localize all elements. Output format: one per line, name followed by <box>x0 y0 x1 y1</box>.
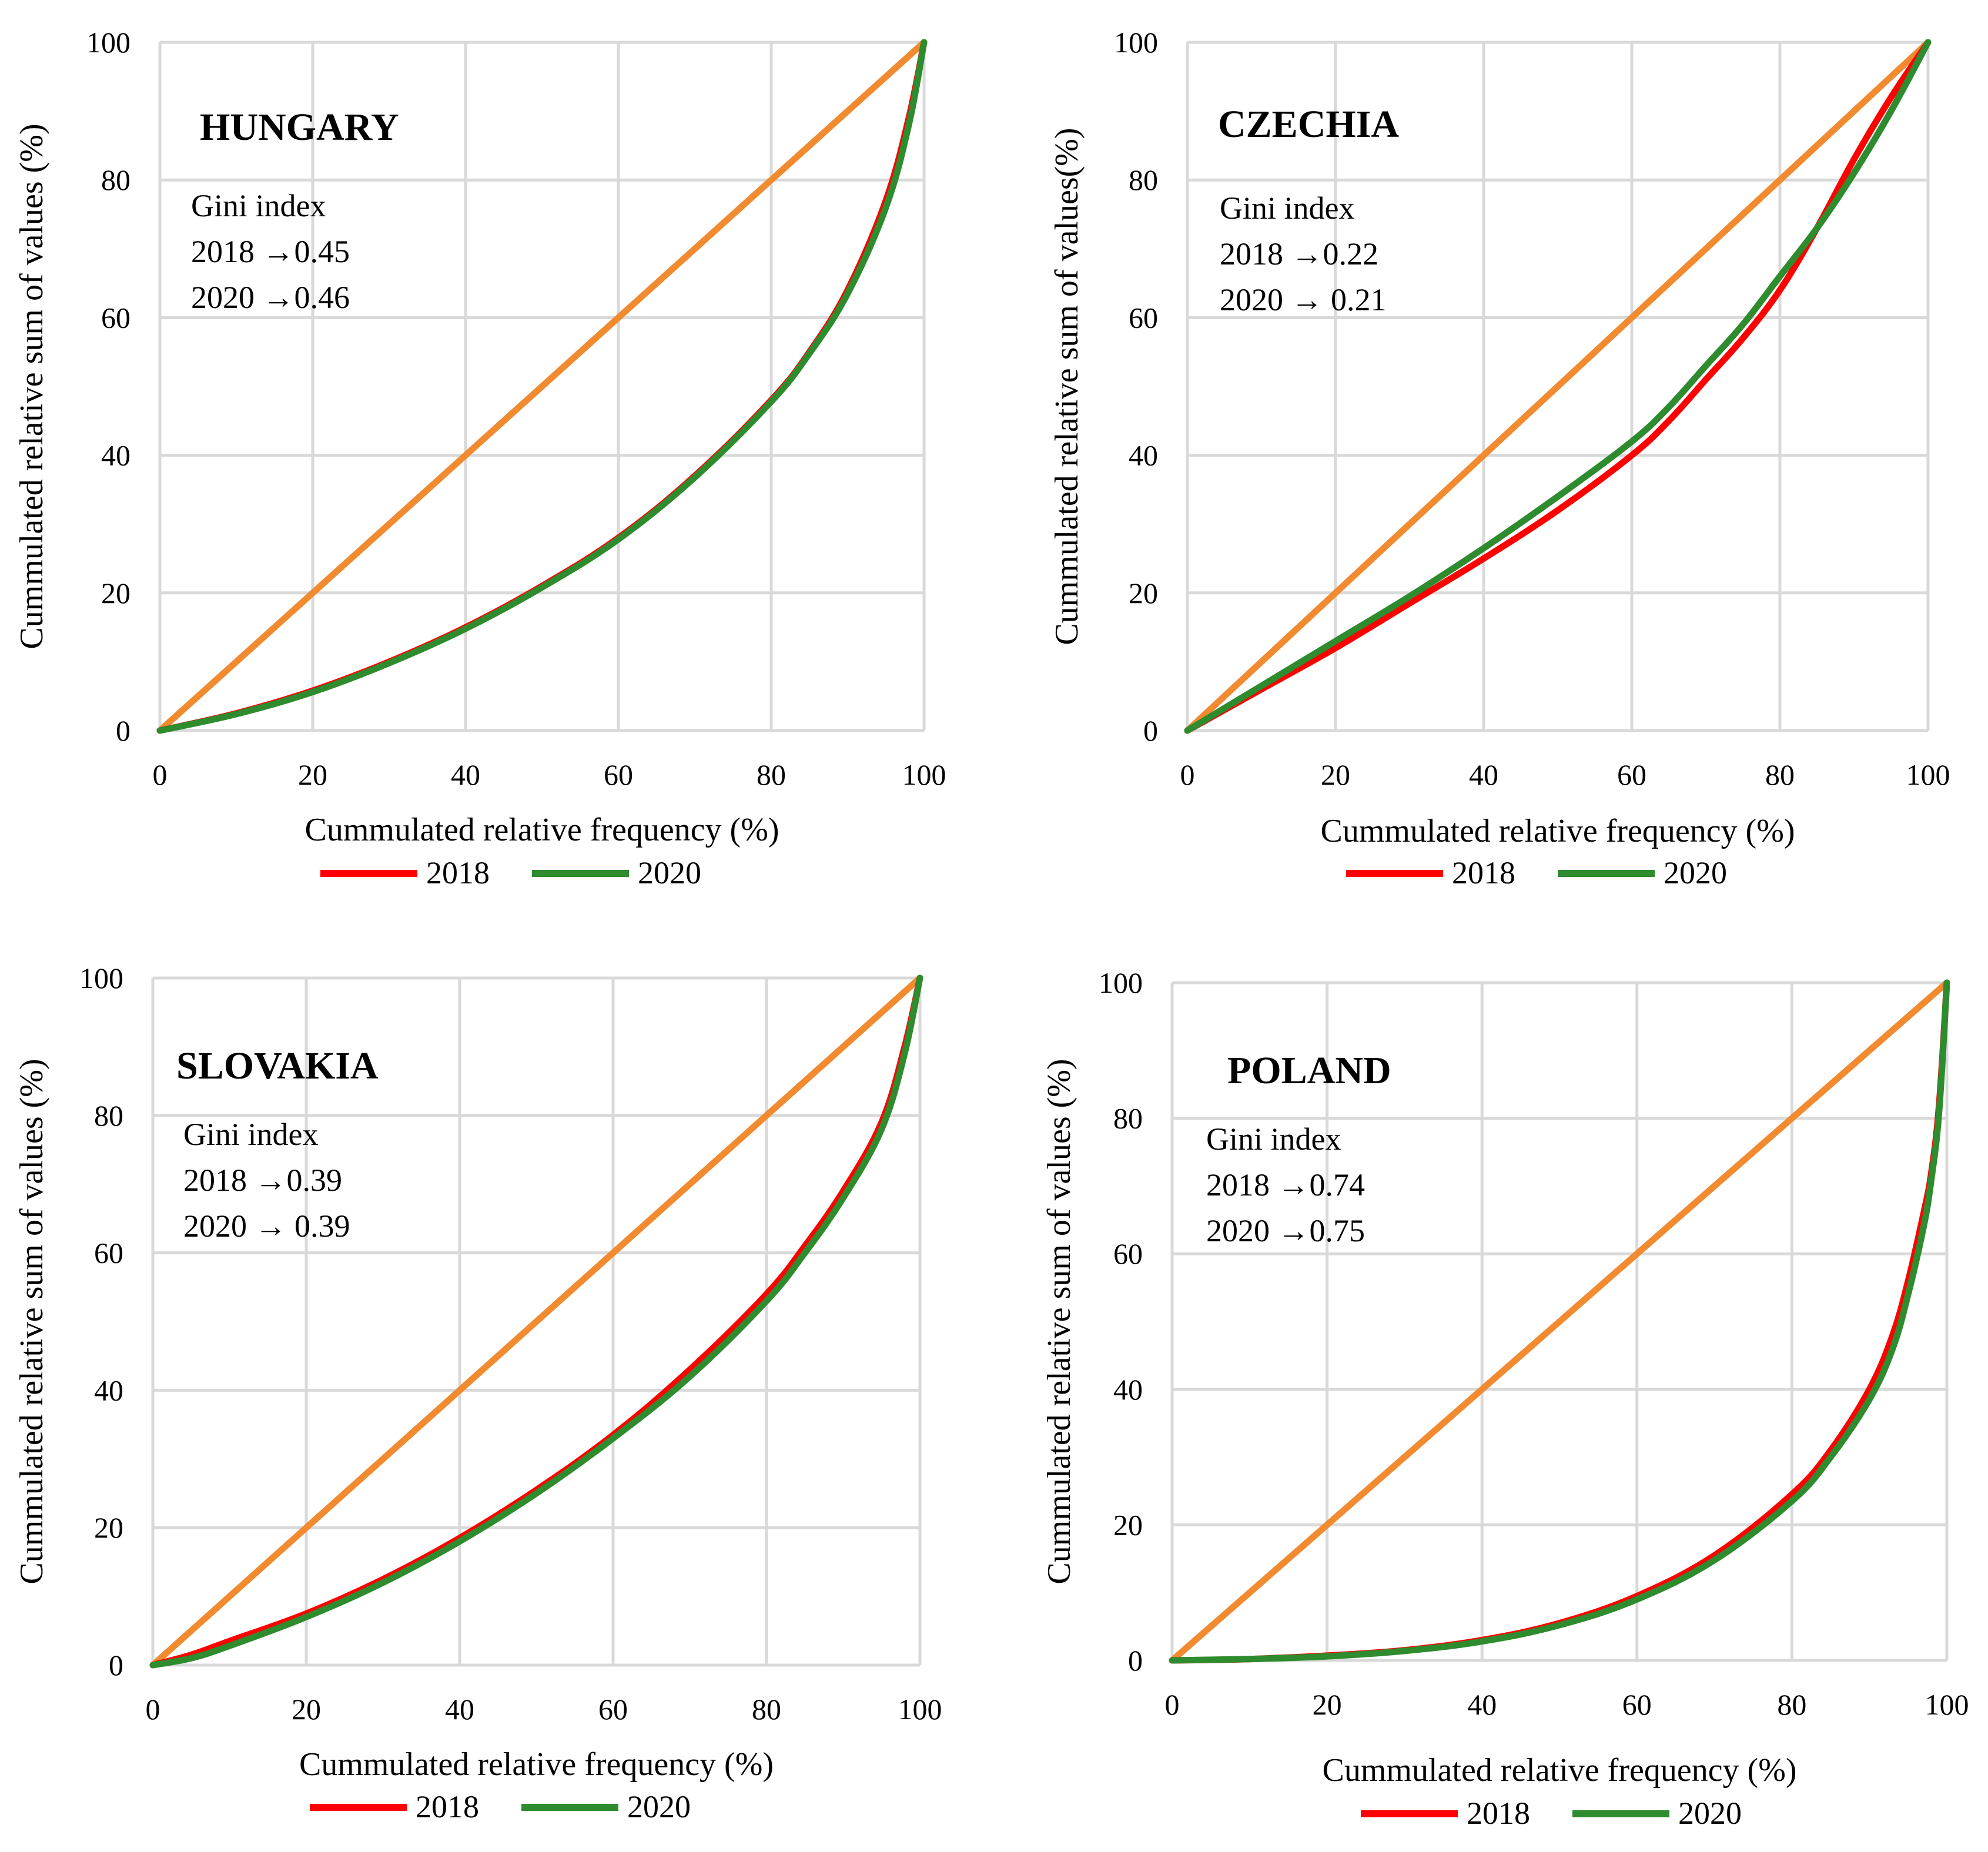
y-tick-label: 60 <box>1113 1237 1143 1270</box>
x-tick-label: 40 <box>1467 1688 1497 1721</box>
y-tick-label: 100 <box>86 26 130 59</box>
gini-annotation: 2020 →0.75 <box>1206 1213 1365 1248</box>
x-tick-label: 0 <box>1180 758 1195 791</box>
y-tick-label: 20 <box>94 1511 123 1544</box>
gini-annotation: 2020 →0.46 <box>191 280 350 315</box>
series-line-2020 <box>1169 979 1950 1664</box>
y-axis-label: Cummulated relative sum of values(%) <box>1049 128 1085 645</box>
y-tick-label: 0 <box>116 714 130 747</box>
legend: 2018 2020 <box>320 855 701 890</box>
x-tick-label: 0 <box>1165 1688 1180 1721</box>
y-tick-label: 20 <box>1113 1508 1143 1541</box>
y-tick-label: 80 <box>1113 1102 1143 1135</box>
x-tick-label: 80 <box>757 758 786 791</box>
y-tick-label: 60 <box>1129 301 1158 334</box>
y-tick-label: 80 <box>94 1099 123 1132</box>
chart-panel-poland: 0 20 40 60 80 100 0 20 40 60 80 100 Cummulated relat… <box>1041 966 1969 1831</box>
y-tick-label: 0 <box>109 1649 123 1682</box>
country-title: SLOVAKIA <box>176 1044 379 1087</box>
y-tick-label: 0 <box>1128 1644 1143 1677</box>
y-tick-label: 60 <box>101 301 130 334</box>
x-axis-label: Cummulated relative frequency (%) <box>1321 813 1795 849</box>
country-title: HUNGARY <box>200 106 399 149</box>
x-tick-label: 60 <box>604 758 633 791</box>
x-tick-label: 80 <box>1777 1688 1806 1721</box>
y-tick-label: 100 <box>1114 26 1158 59</box>
series-line-2018 <box>1184 39 1932 734</box>
series-line-2020 <box>149 974 923 1669</box>
gini-annotation: Gini index <box>1220 190 1354 226</box>
y-tick-label: 0 <box>1143 714 1158 747</box>
legend: 2018 2020 <box>1346 855 1727 890</box>
gini-annotation: 2020 → 0.39 <box>183 1208 350 1244</box>
y-tick-label: 80 <box>1129 163 1158 196</box>
legend-label: 2018 <box>426 855 490 890</box>
equality-line <box>1169 979 1950 1664</box>
legend-label: 2018 <box>1452 855 1515 890</box>
x-axis-label: Cummulated relative frequency (%) <box>1323 1752 1797 1789</box>
country-title: CZECHIA <box>1218 103 1399 146</box>
y-axis-label: Cummulated relative sum of values (%) <box>14 1059 50 1584</box>
x-tick-label: 20 <box>298 758 327 791</box>
legend-label: 2020 <box>1678 1796 1742 1831</box>
y-tick-label: 100 <box>79 962 123 994</box>
legend-label: 2018 <box>1467 1796 1530 1831</box>
y-tick-label: 40 <box>1129 439 1158 472</box>
x-tick-label: 20 <box>1321 758 1350 791</box>
y-tick-label: 80 <box>101 163 130 196</box>
x-tick-label: 100 <box>1925 1688 1969 1721</box>
country-title: POLAND <box>1227 1049 1391 1092</box>
series-line-2020 <box>156 39 928 734</box>
x-tick-label: 40 <box>1469 758 1498 791</box>
x-tick-label: 0 <box>153 758 168 791</box>
y-tick-label: 20 <box>101 577 130 609</box>
y-tick-label: 40 <box>101 439 130 472</box>
gini-annotation: 2018 →0.74 <box>1206 1167 1365 1203</box>
legend-label: 2020 <box>627 1789 691 1824</box>
legend: 2018 2020 <box>310 1789 691 1824</box>
y-tick-label: 60 <box>94 1237 123 1270</box>
y-tick-label: 40 <box>1113 1373 1143 1406</box>
y-axis-label: Cummulated relative sum of values (%) <box>1041 1059 1077 1584</box>
x-axis-label: Cummulated relative frequency (%) <box>299 1746 774 1783</box>
y-tick-label: 40 <box>94 1374 123 1406</box>
legend: 2018 2020 <box>1361 1796 1742 1831</box>
chart-panel-hungary: 0 20 40 60 80 100 0 20 40 60 80 100 Cummulated relat… <box>14 26 946 890</box>
x-tick-label: 40 <box>445 1693 474 1726</box>
chart-panel-slovakia: 0 20 40 60 80 100 0 20 40 60 80 100 Cummulated relat… <box>14 962 942 1824</box>
gini-annotation: 2018 →0.39 <box>183 1163 342 1198</box>
legend-label: 2018 <box>416 1789 479 1824</box>
y-tick-label: 100 <box>1099 966 1143 999</box>
gini-annotation: 2018 →0.22 <box>1220 236 1378 272</box>
gini-annotation: Gini index <box>183 1117 318 1152</box>
y-axis-label: Cummulated relative sum of values (%) <box>14 123 50 649</box>
gini-annotation: 2018 →0.45 <box>191 234 350 269</box>
legend-label: 2020 <box>1664 855 1727 890</box>
equality-line <box>149 974 923 1669</box>
x-axis-label: Cummulated relative frequency (%) <box>305 812 779 848</box>
chart-panel-czechia: 0 20 40 60 80 100 0 20 40 60 80 100 Cummulated relat… <box>1049 26 1950 890</box>
gini-annotation: Gini index <box>191 188 326 223</box>
x-tick-label: 20 <box>1313 1688 1342 1721</box>
x-tick-label: 80 <box>752 1693 781 1726</box>
series-line-2020 <box>1184 39 1932 734</box>
x-tick-label: 40 <box>451 758 480 791</box>
equality-line <box>156 39 928 734</box>
x-tick-label: 60 <box>1622 1688 1652 1721</box>
legend-label: 2020 <box>638 855 701 890</box>
x-tick-label: 100 <box>898 1693 942 1726</box>
x-tick-label: 60 <box>1617 758 1646 791</box>
x-tick-label: 20 <box>292 1693 321 1726</box>
x-tick-label: 60 <box>598 1693 628 1726</box>
x-tick-label: 100 <box>1906 758 1950 791</box>
gini-annotation: Gini index <box>1206 1121 1341 1157</box>
equality-line <box>1184 39 1932 734</box>
x-tick-label: 100 <box>902 758 946 791</box>
x-tick-label: 0 <box>146 1693 160 1726</box>
gini-annotation: 2020 → 0.21 <box>1220 282 1387 317</box>
y-tick-label: 20 <box>1129 577 1158 609</box>
x-tick-label: 80 <box>1765 758 1795 791</box>
